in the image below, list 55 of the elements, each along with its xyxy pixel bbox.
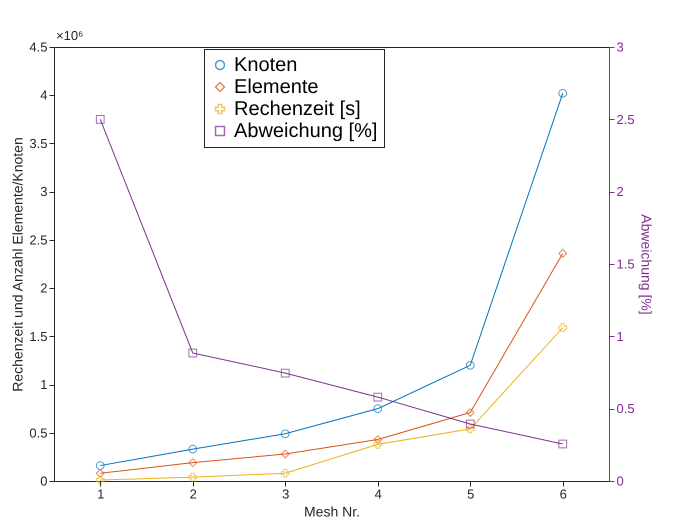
point <box>280 429 290 438</box>
point <box>466 424 475 434</box>
x-tick-label: 1 <box>97 486 104 502</box>
y2-tick-label: 3 <box>616 40 624 54</box>
point <box>96 476 105 484</box>
y-tick-label: 2 <box>40 280 48 296</box>
y-tick-label: 4 <box>40 88 48 103</box>
text: ×10⁶ <box>56 28 84 43</box>
y2-tick-label: 0 <box>616 474 624 488</box>
y-tick-label: 1.5 <box>29 328 48 344</box>
point <box>373 392 382 402</box>
point <box>96 461 105 470</box>
y2-tick-label: 1.5 <box>616 256 635 272</box>
point <box>466 408 475 417</box>
legend-label: Rechenzeit [s] <box>234 98 361 120</box>
x-tick-label: 5 <box>467 486 474 502</box>
x-tick-label: 6 <box>560 486 567 502</box>
y2-tick-label: 2 <box>616 184 624 200</box>
legend-label: Knoten <box>234 54 298 76</box>
y-tick-label: 4.5 <box>29 40 48 54</box>
y2-axis-title: Abweichung [%] <box>638 214 655 315</box>
legend-label: Abweichung [%] <box>234 120 378 142</box>
y-tick-label: 0 <box>40 474 48 488</box>
point <box>558 249 568 258</box>
point <box>558 323 568 332</box>
y-tick-label: 0.5 <box>29 425 48 440</box>
point <box>280 450 290 458</box>
y2-tick-label: 0.5 <box>616 401 635 416</box>
point <box>188 472 198 482</box>
point <box>280 368 290 378</box>
point <box>373 440 382 449</box>
legend-label: Elemente <box>234 76 318 98</box>
point <box>373 404 382 414</box>
point <box>96 468 105 478</box>
y-tick-label: 1 <box>40 377 48 392</box>
point <box>373 435 382 444</box>
y-tick-label: 3 <box>40 184 48 200</box>
x-axis-title: Mesh Nr. <box>304 504 360 519</box>
x-tick-label: 4 <box>374 486 382 502</box>
x-tick-label: 3 <box>282 486 290 502</box>
point <box>96 114 105 124</box>
point <box>558 88 568 98</box>
point <box>188 444 198 454</box>
point <box>280 468 290 478</box>
y-tick-label: 2.5 <box>29 232 48 248</box>
y2-tick-label: 2.5 <box>616 112 635 127</box>
point <box>188 348 198 358</box>
point <box>558 440 568 448</box>
point <box>188 458 198 468</box>
x-tick-label: 2 <box>190 486 197 502</box>
point <box>466 360 475 370</box>
y2-tick-label: 1 <box>616 328 624 344</box>
point <box>466 420 475 428</box>
y-tick-label: 3.5 <box>29 136 48 151</box>
y-axis-title: Rechenzeit und Anzahl Elemente/Knoten <box>9 137 26 392</box>
